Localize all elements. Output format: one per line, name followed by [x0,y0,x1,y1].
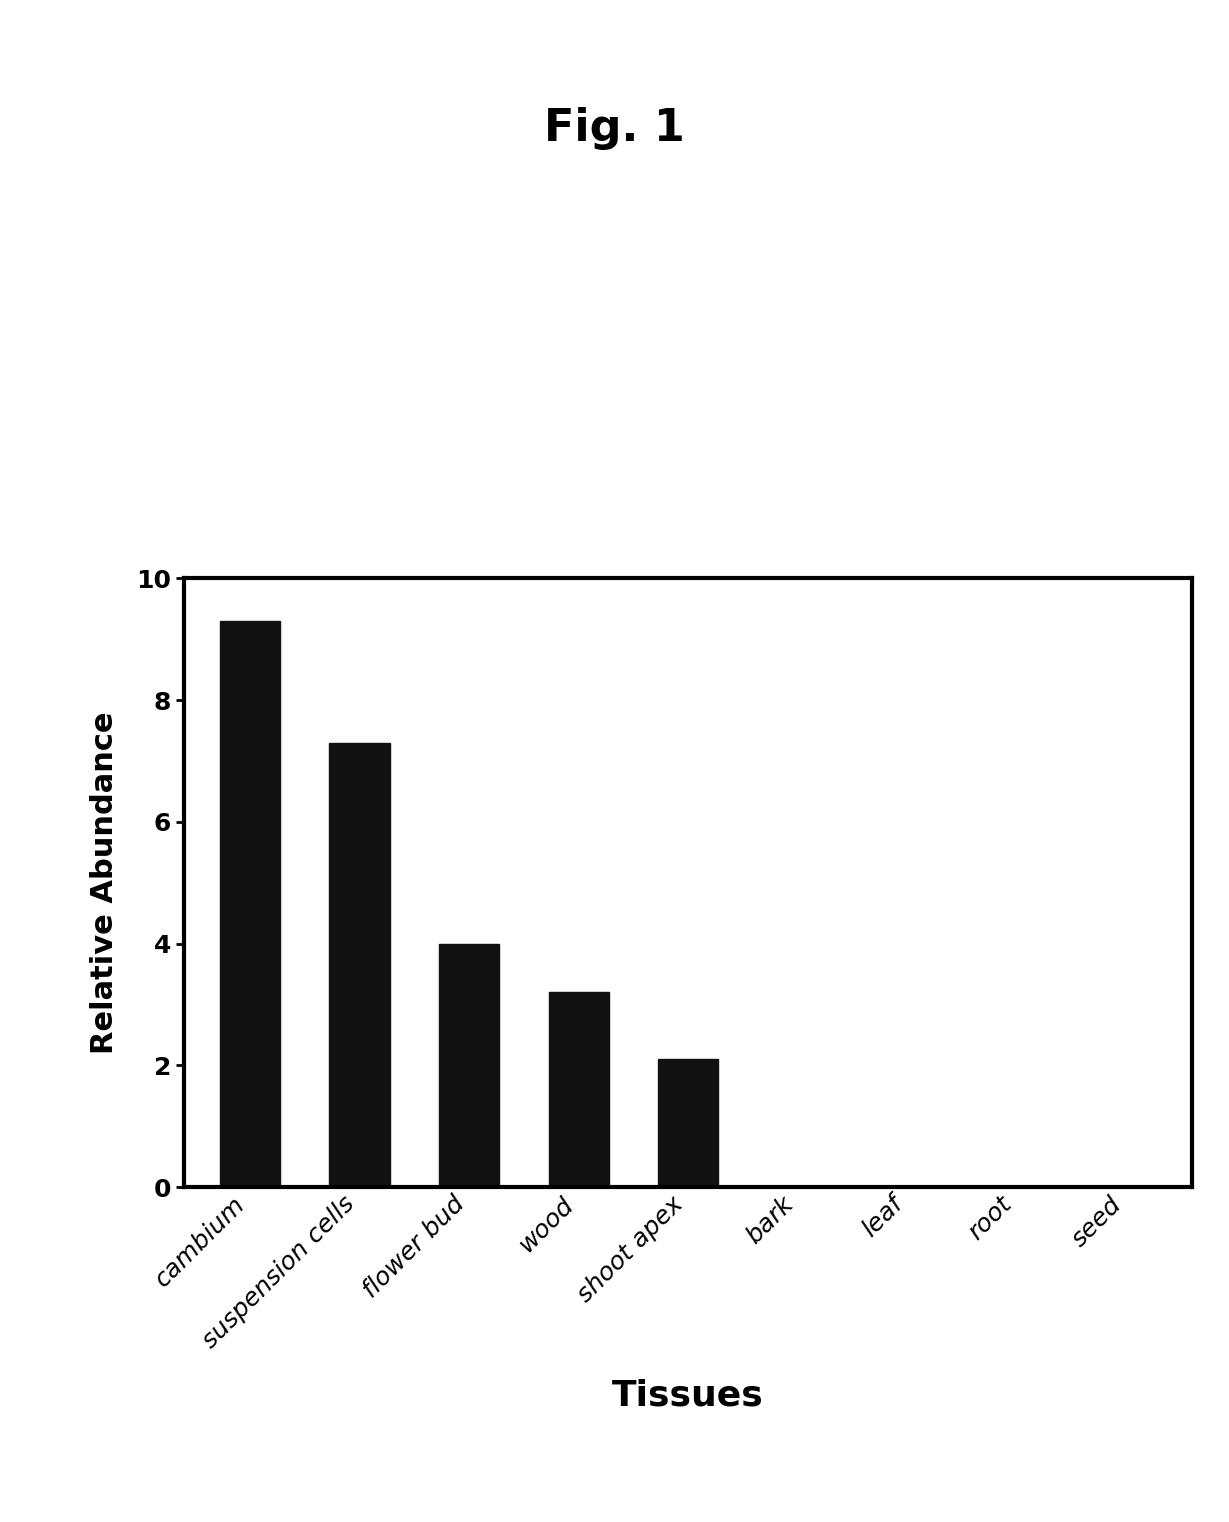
Bar [220,621,280,1187]
Bar [439,944,499,1187]
Bar [548,992,608,1187]
Bar [329,743,390,1187]
Text: Fig. 1: Fig. 1 [544,107,685,149]
Bar [658,1059,719,1187]
Y-axis label: Relative Abundance: Relative Abundance [91,711,119,1055]
X-axis label: Tissues: Tissues [612,1379,764,1412]
